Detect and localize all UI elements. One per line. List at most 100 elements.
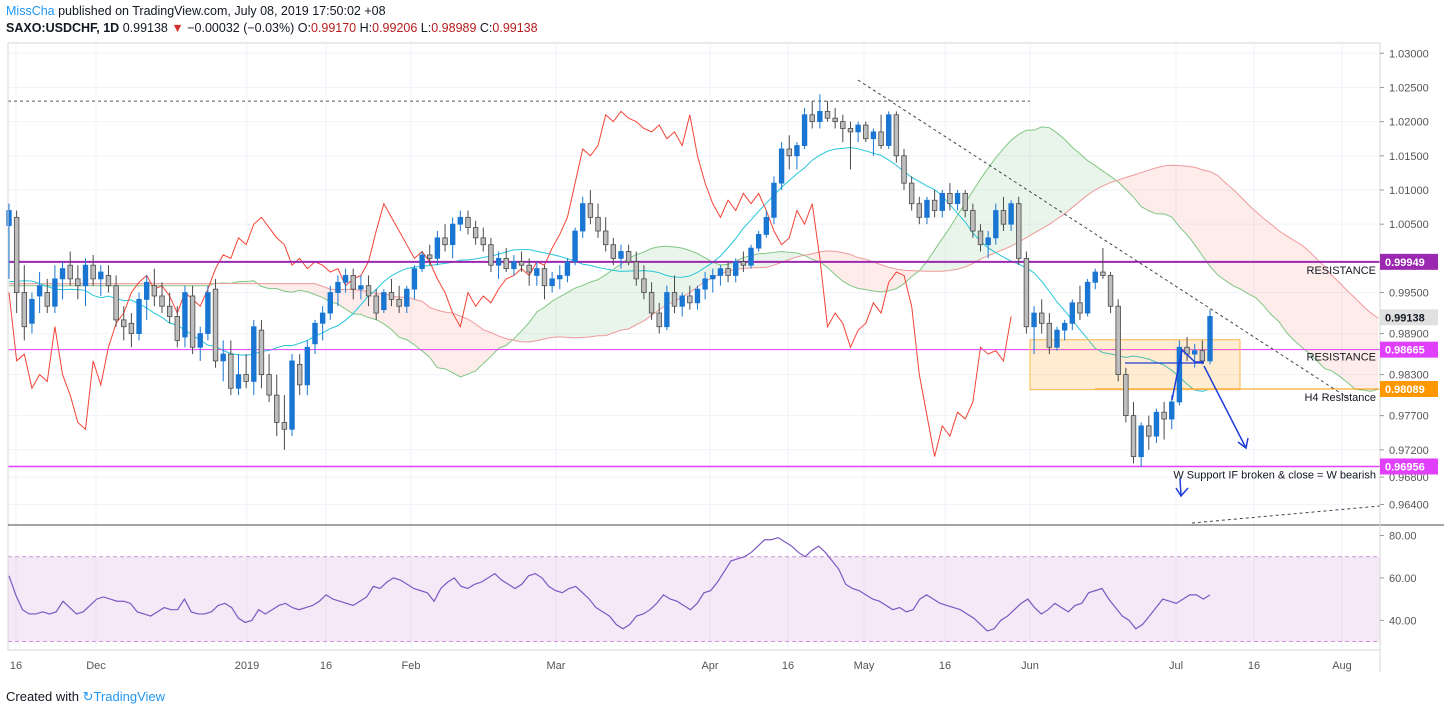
symbol-name: SAXO:USDCHF, 1D: [6, 21, 120, 35]
candle-body: [296, 363, 303, 386]
candle: [1008, 200, 1014, 232]
candle-body: [1061, 322, 1068, 331]
candle: [656, 302, 662, 334]
candle-body: [1123, 374, 1129, 417]
price-tick-label: 0.97700: [1389, 411, 1429, 423]
candle-body: [794, 145, 800, 157]
candle: [916, 196, 923, 225]
candle-body: [1069, 302, 1076, 324]
candle-body: [1084, 281, 1091, 314]
candle: [419, 251, 425, 273]
candle-body: [13, 216, 20, 293]
candle-body: [220, 353, 226, 362]
time-tick-label: Apr: [701, 660, 718, 672]
candle-body: [335, 281, 341, 293]
candle-body: [105, 275, 112, 287]
candle: [748, 244, 754, 269]
candle: [602, 217, 609, 252]
candle-body: [143, 281, 150, 300]
candle: [610, 237, 617, 266]
author-name[interactable]: MissCha: [6, 4, 55, 18]
candle-body: [748, 247, 754, 266]
candle-body: [503, 257, 509, 270]
candles: [6, 94, 1213, 467]
candle-body: [1039, 312, 1045, 324]
candle-body: [396, 298, 402, 307]
candle: [1115, 299, 1121, 382]
candle-body: [258, 329, 265, 375]
price-tick-label: 1.01000: [1389, 185, 1429, 197]
candle-body: [189, 295, 196, 348]
candle-body: [274, 394, 280, 423]
candle-body: [44, 292, 50, 307]
candle-body: [977, 230, 984, 246]
candle: [633, 251, 639, 286]
candle: [434, 231, 441, 266]
candle-body: [166, 305, 173, 317]
candle: [977, 224, 984, 252]
candle: [373, 289, 379, 320]
candle-body: [281, 422, 288, 430]
candle: [1153, 408, 1160, 443]
candle: [251, 319, 257, 396]
candle: [1069, 299, 1076, 331]
low-value: 0.98989: [431, 21, 477, 35]
last-price: 0.99138: [122, 21, 168, 35]
candle-body: [993, 210, 999, 239]
candle-body: [388, 292, 395, 300]
candle-body: [480, 237, 486, 246]
candle: [824, 101, 831, 122]
low-label: L:: [420, 21, 432, 35]
candle: [304, 340, 311, 396]
candle-body: [671, 292, 678, 307]
candle-body: [595, 216, 601, 232]
tradingview-link[interactable]: TradingView: [93, 689, 166, 704]
candle-body: [205, 292, 211, 334]
tradingview-logo-icon[interactable]: ↻: [82, 689, 94, 704]
candle-body: [327, 292, 333, 314]
candle-body: [840, 121, 846, 129]
candle-body: [427, 254, 433, 259]
publish-text: published on TradingView.com, July 08, 2…: [54, 4, 386, 18]
time-tick-label: Mar: [547, 660, 566, 672]
time-tick-label: 16: [1248, 660, 1260, 672]
candle-body: [98, 271, 104, 280]
candle-body: [67, 264, 73, 280]
candle-body: [908, 182, 915, 205]
candle: [817, 94, 823, 129]
candle-body: [778, 148, 785, 184]
candle-body: [824, 110, 831, 119]
candle-body: [1023, 257, 1030, 328]
candle-body: [725, 268, 731, 276]
candle: [1023, 251, 1030, 334]
candle: [725, 261, 731, 283]
candle: [136, 292, 142, 341]
candle-body: [121, 319, 127, 328]
candle: [174, 306, 180, 348]
candle: [98, 265, 104, 296]
close-label: C:: [479, 21, 493, 35]
candle-body: [251, 326, 257, 382]
candle-body: [587, 203, 594, 218]
span-b-line: [9, 164, 1379, 343]
open-value: 0.99170: [310, 21, 357, 35]
candle-body: [373, 295, 379, 314]
candle-body: [350, 275, 356, 290]
candle-body: [863, 124, 869, 140]
time-tick-label: May: [854, 660, 875, 672]
candle: [763, 210, 770, 238]
candle: [840, 114, 846, 143]
time-tick-label: Dec: [86, 660, 106, 672]
candle-body: [174, 316, 180, 341]
candle-body: [771, 182, 777, 218]
price-badge-label: 0.96956: [1385, 461, 1425, 473]
candle: [710, 268, 716, 293]
candle-body: [82, 264, 89, 287]
candle-body: [472, 227, 479, 239]
candle: [809, 101, 815, 129]
candle-body: [526, 264, 532, 273]
candle: [801, 107, 808, 149]
candle: [985, 231, 991, 259]
candle: [442, 224, 448, 252]
